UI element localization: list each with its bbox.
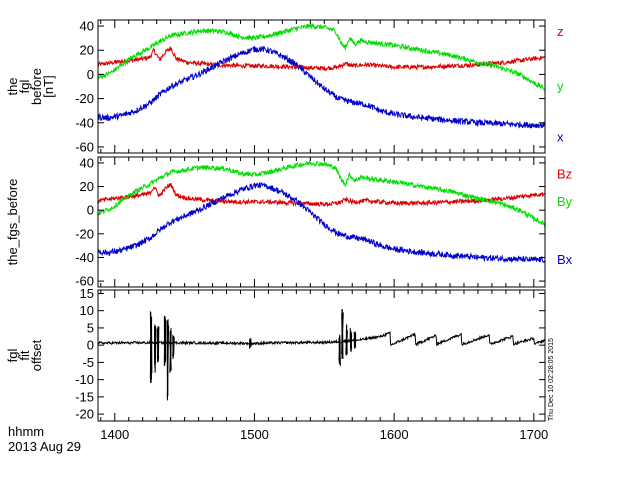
y-axis-label: the <box>5 77 20 95</box>
offset-spike <box>349 327 353 353</box>
series-line-Bz <box>97 182 546 208</box>
y-tick-label: 40 <box>80 19 94 34</box>
offset-spike <box>166 319 170 401</box>
time-axis-label: hhmm <box>8 424 44 439</box>
y-tick-label: -40 <box>75 115 94 130</box>
y-tick-label: 20 <box>80 43 94 58</box>
y-tick-label: -20 <box>75 226 94 241</box>
y-axis-label: before <box>29 68 44 105</box>
x-tick-label: 1700 <box>519 427 548 442</box>
plot-frame <box>97 19 546 154</box>
y-tick-label: 40 <box>80 155 94 170</box>
offset-spike <box>345 324 348 356</box>
y-tick-label: -40 <box>75 250 94 265</box>
x-tick-label: 1600 <box>380 427 409 442</box>
series-line-y <box>97 22 546 91</box>
series-line-x <box>97 45 546 129</box>
x-tick-label: 1400 <box>100 427 129 442</box>
legend-label-x: x <box>557 129 564 144</box>
y-tick-label: -15 <box>75 389 94 404</box>
x-tick-label: 1500 <box>240 427 269 442</box>
plot-frame <box>97 156 546 288</box>
offset-spike <box>338 334 341 366</box>
y-tick-label: 0 <box>87 67 94 82</box>
offset-spike <box>163 315 167 366</box>
series-line-Bx <box>97 182 546 264</box>
date-label: 2013 Aug 29 <box>8 439 81 454</box>
plot-frame <box>97 289 546 422</box>
offset-spike <box>169 327 172 373</box>
y-tick-label: 15 <box>80 286 94 301</box>
y-tick-label: -5 <box>82 355 94 370</box>
y-tick-label: -20 <box>75 407 94 422</box>
y-axis-label: fgl <box>5 349 20 363</box>
y-tick-label: 5 <box>87 320 94 335</box>
panel-3: -20 -15 -10 -5 0 5 10 15 1400 1500 1600 1700 fglfito… <box>5 286 548 442</box>
render-timestamp: Thu Dec 10 02:28:05 2015 <box>548 338 555 421</box>
series-line-By <box>97 159 546 228</box>
offset-spike <box>341 308 344 359</box>
y-axis-label: the_fgs_before <box>5 179 20 266</box>
y-tick-label: -60 <box>75 139 94 154</box>
y-tick-label: 0 <box>87 338 94 353</box>
legend-label-Bx: Bx <box>557 252 573 267</box>
offset-spike <box>149 311 153 384</box>
series-line-z <box>97 46 546 72</box>
legend-label-Bz: Bz <box>557 167 572 182</box>
offset-spike <box>172 334 175 359</box>
legend-label-y: y <box>557 79 564 94</box>
offset-spike <box>156 326 160 363</box>
y-tick-label: 20 <box>80 179 94 194</box>
y-axis-label: [nT] <box>41 75 56 97</box>
offset-spike <box>154 324 157 373</box>
legend-label-By: By <box>557 194 573 209</box>
legend-label-z: z <box>557 24 564 39</box>
y-tick-label: 0 <box>87 203 94 218</box>
y-tick-label: -60 <box>75 274 94 289</box>
offset-spike <box>248 338 252 349</box>
y-tick-label: 10 <box>80 303 94 318</box>
panel-2: -60 -40 -20 0 20 40 the_fgs_before Bz By Bx <box>5 155 573 288</box>
y-axis-label: fgl <box>17 80 32 94</box>
y-tick-label: -20 <box>75 91 94 106</box>
y-axis-label: fit <box>17 350 32 361</box>
y-tick-label: -10 <box>75 372 94 387</box>
y-axis-label: offset <box>29 339 44 371</box>
offset-spike <box>353 331 357 349</box>
